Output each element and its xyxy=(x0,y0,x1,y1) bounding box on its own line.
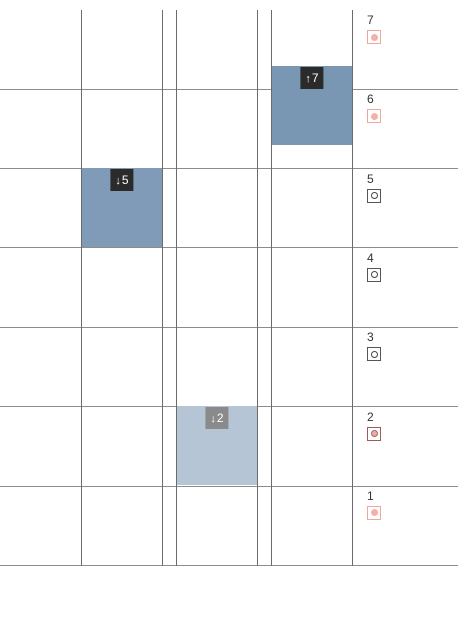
floor-divider xyxy=(0,565,458,566)
elevator-car-3[interactable]: ↑7 xyxy=(272,66,352,146)
call-indicator-icon xyxy=(370,192,378,200)
call-button-floor-5[interactable] xyxy=(367,188,381,203)
shaft-wall xyxy=(271,10,272,566)
call-indicator-icon xyxy=(370,112,378,120)
floor-label: 3 xyxy=(367,330,374,345)
call-button-floor-2[interactable] xyxy=(367,426,381,441)
call-indicator-icon xyxy=(370,33,378,41)
elevator-car-2[interactable]: ↓2 xyxy=(177,406,257,486)
arrow-up-icon: ↑ xyxy=(305,73,311,85)
elevator-target-badge: ↑7 xyxy=(300,67,324,89)
floor-label: 6 xyxy=(367,92,374,107)
elevator-target-floor: 7 xyxy=(311,71,319,85)
floor-label: 2 xyxy=(367,409,374,424)
call-button-floor-6[interactable] xyxy=(367,109,381,124)
shaft-wall xyxy=(176,10,177,566)
call-button-floor-7[interactable] xyxy=(367,30,381,44)
elevator-target-floor: 2 xyxy=(216,411,224,425)
floor-divider xyxy=(0,89,458,90)
call-button-floor-1[interactable] xyxy=(367,505,381,520)
shaft-wall xyxy=(352,10,353,566)
arrow-down-icon: ↓ xyxy=(115,175,121,187)
elevator-car-1[interactable]: ↓5 xyxy=(82,168,162,248)
shaft-wall xyxy=(81,10,82,566)
floor-label: 5 xyxy=(367,171,374,186)
floor-label: 1 xyxy=(367,488,374,503)
call-indicator-icon xyxy=(370,430,378,437)
floor-divider xyxy=(0,327,458,328)
elevator-target-floor: 5 xyxy=(121,173,129,187)
floor-label: 4 xyxy=(367,250,374,265)
call-indicator-icon xyxy=(370,271,378,279)
arrow-down-icon: ↓ xyxy=(210,413,216,425)
call-button-floor-4[interactable] xyxy=(367,267,381,282)
call-indicator-icon xyxy=(370,509,378,517)
floor-divider xyxy=(0,247,458,248)
elevator-target-badge: ↓2 xyxy=(205,407,229,429)
elevator-target-badge: ↓5 xyxy=(110,169,134,191)
floor-divider xyxy=(0,486,458,487)
call-indicator-icon xyxy=(370,350,378,358)
call-button-floor-3[interactable] xyxy=(367,347,381,362)
floor-label: 7 xyxy=(367,13,374,27)
shaft-wall xyxy=(257,10,258,566)
shaft-wall xyxy=(162,10,163,566)
floor-divider xyxy=(0,168,458,169)
